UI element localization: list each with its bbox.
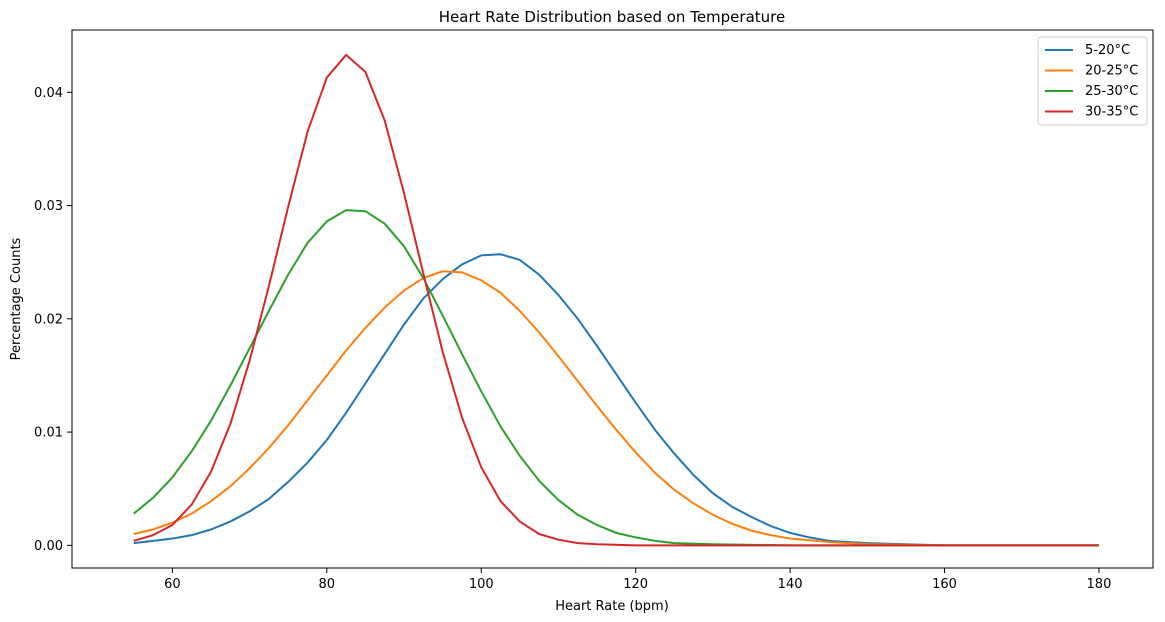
series-line-1 <box>133 253 1099 547</box>
legend-label-1: 5-20°C <box>1085 43 1130 58</box>
chart-title: Heart Rate Distribution based on Tempera… <box>439 8 785 26</box>
y-tick-label: 0.02 <box>34 312 63 327</box>
series-lines <box>133 53 1099 547</box>
y-tick-label: 0.04 <box>34 86 63 101</box>
series-line-3 <box>133 209 1099 547</box>
y-axis-label: Percentage Counts <box>9 237 24 360</box>
x-tick-label: 140 <box>778 577 803 592</box>
legend-label-3: 25-30°C <box>1085 84 1138 99</box>
legend-label-2: 20-25°C <box>1085 64 1138 79</box>
plot-area <box>72 30 1153 568</box>
x-axis-label: Heart Rate (bpm) <box>555 599 669 614</box>
x-tick-label: 120 <box>623 577 648 592</box>
y-tick-label: 0.03 <box>34 199 63 214</box>
legend-label-4: 30-35°C <box>1085 105 1138 120</box>
y-tick-label: 0.01 <box>34 426 63 441</box>
series-line-2 <box>133 270 1099 547</box>
y-tick-label: 0.00 <box>34 539 63 554</box>
y-axis-ticks: 0.00 0.01 0.02 0.03 0.04 <box>34 86 72 554</box>
x-tick-label: 80 <box>319 577 336 592</box>
series-line-4 <box>133 53 1099 547</box>
x-tick-label: 180 <box>1087 577 1112 592</box>
legend-box <box>1037 36 1148 126</box>
x-tick-label: 100 <box>469 577 494 592</box>
x-tick-label: 160 <box>932 577 957 592</box>
legend: 5-20°C 20-25°C 25-30°C 30-35°C <box>1037 36 1148 126</box>
plot-frame <box>71 29 1154 569</box>
x-tick-label: 60 <box>164 577 181 592</box>
x-axis-ticks: 60 80 100 120 140 160 180 <box>164 568 1111 592</box>
